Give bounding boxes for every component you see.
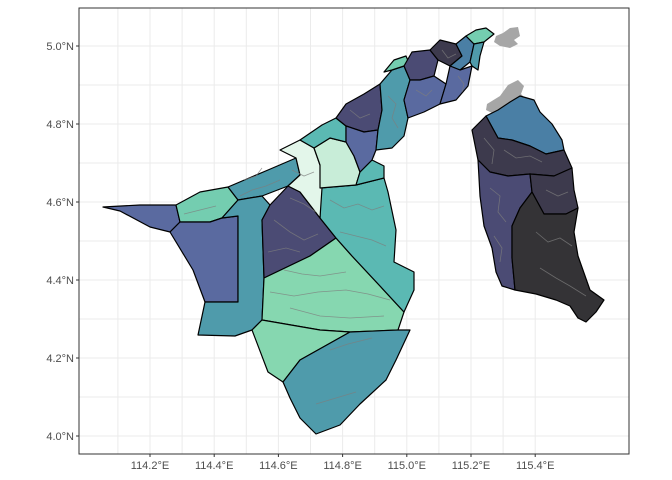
region-temburong-amo [511, 191, 605, 323]
y-tick-label: 4.0°N [46, 431, 74, 443]
subline-labi-2 [267, 247, 301, 253]
x-tick-label: 115.2°E [452, 460, 490, 472]
subline-bm-4 [457, 75, 465, 93]
x-tick-label: 114.8°E [323, 460, 361, 472]
neighbor-land [486, 27, 526, 114]
brunei-districts [102, 27, 605, 435]
region-tutong-kiudang [319, 177, 415, 313]
subline-tutong-5 [315, 391, 357, 405]
subline-temb-7 [545, 189, 569, 197]
neighbor-land-patch-east [486, 80, 526, 114]
subline-temb-2 [503, 149, 543, 163]
region-bm-pengkalan-batu [345, 125, 379, 173]
region-bm-lumapas [469, 41, 485, 71]
subline-kiudang-2 [339, 231, 387, 247]
neighbor-land-patch-north [494, 27, 520, 48]
subline-pekan-2 [289, 197, 317, 213]
region-tutong-tanjong-maya [355, 159, 385, 186]
x-tick-label: 114.2°E [131, 460, 169, 472]
region-bm-serasa [439, 65, 473, 105]
subline-bm-3 [441, 49, 457, 59]
y-tick-label: 4.6°N [46, 197, 74, 209]
subline-tutong-4 [329, 337, 373, 351]
subline-pekan-1 [291, 169, 315, 177]
subline-belait-2 [239, 179, 281, 197]
x-tick-label: 114.6°E [259, 460, 297, 472]
y-tick-label: 4.2°N [46, 353, 74, 365]
sub-district-boundaries [183, 49, 587, 405]
subline-temb-3 [489, 187, 507, 223]
subline-bm-2 [415, 89, 433, 97]
x-tick-label: 114.4°E [195, 460, 233, 472]
y-tick-label: 4.8°N [46, 119, 74, 131]
subline-temb-6 [539, 267, 587, 297]
panel-border [78, 7, 630, 455]
y-tick-label: 4.4°N [46, 275, 74, 287]
y-tick-label: 5.0°N [46, 41, 74, 53]
region-tutong-ukong [282, 329, 411, 435]
x-tick-label: 115.4°E [516, 460, 554, 472]
subline-bm-1 [387, 95, 399, 129]
subline-tutong-1 [269, 289, 391, 301]
x-tick-label: 115.0°E [388, 460, 426, 472]
subline-tutong-3 [289, 307, 385, 319]
subline-temb-1 [483, 137, 495, 165]
subline-belait-3 [243, 167, 263, 181]
subline-temb-4 [493, 235, 503, 263]
subline-labi-1 [273, 219, 319, 241]
subline-bm-5 [349, 109, 371, 119]
subline-temb-5 [535, 231, 573, 247]
subline-kiudang-1 [329, 199, 385, 211]
subline-belait-1 [183, 205, 217, 215]
subline-tutong-2 [283, 269, 347, 277]
